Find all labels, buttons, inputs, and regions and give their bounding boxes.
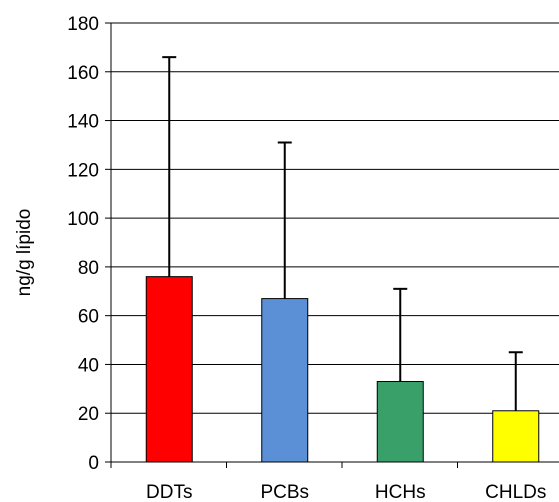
bars: [145, 276, 540, 463]
y-tick-label: 100: [67, 209, 99, 230]
error-bars: [162, 56, 523, 411]
bar-pcbs: [261, 298, 309, 463]
axes: [105, 22, 559, 468]
bar-chlds: [492, 410, 540, 463]
y-tick-label: 160: [67, 63, 99, 84]
x-tick-label-hchs: HCHs: [375, 482, 426, 502]
y-tick-label: 80: [78, 258, 99, 279]
bar-ddts: [145, 276, 193, 463]
y-tick-label: 120: [67, 160, 99, 181]
bar-hchs: [376, 381, 424, 463]
y-tick-label: 20: [78, 404, 99, 425]
y-tick-label: 0: [88, 453, 99, 474]
y-tick-labels: 0 20 40 60 80 100 120 140 160 180: [67, 14, 99, 474]
x-tick-label-chlds: CHLDs: [485, 482, 546, 502]
x-tick-label-ddts: DDTs: [146, 482, 192, 502]
x-tick-labels: DDTs PCBs HCHs CHLDs: [146, 482, 546, 502]
y-tick-label: 140: [67, 112, 99, 133]
y-tick-label: 180: [67, 14, 99, 35]
y-tick-label: 40: [78, 355, 99, 376]
x-tick-label-pcbs: PCBs: [260, 482, 309, 502]
y-axis-label: ng/g lípido: [14, 209, 35, 297]
y-tick-label: 60: [78, 307, 99, 328]
